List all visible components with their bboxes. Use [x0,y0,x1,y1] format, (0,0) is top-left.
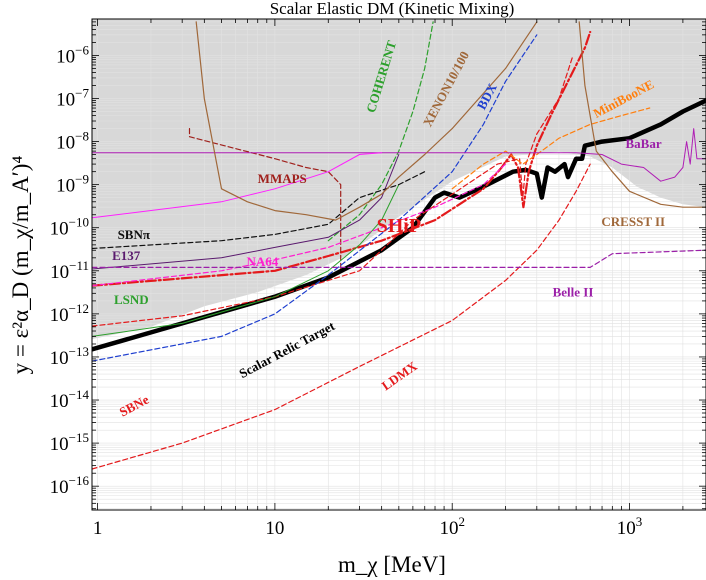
annotation-ship: SHiP [377,215,421,237]
series-line-mmaps [188,128,342,272]
y-tick-label: 10−9 [56,172,89,197]
series-line-bdx [92,34,538,362]
y-tick-label: 10−11 [50,258,89,283]
annotation-e137: E137 [112,248,141,263]
x-axis-label: m_χ [MeV] [338,552,446,577]
y-tick-label: 10−13 [50,344,89,369]
annotation-belle-ii: Belle II [553,285,594,300]
y-tick-label: 10−6 [56,42,89,67]
annotation-lsnd: LSND [114,292,149,307]
y-tick-labels: 10−16 10−15 10−14 10−13 10−12 10−11 10−10 10−9 1… [50,42,90,498]
y-tick-label: 10−16 [50,473,90,498]
series-line-miniboone [451,107,651,190]
y-tick-label: 10−8 [56,129,89,154]
series-line-lsnd [92,184,400,337]
y-tick-label: 10−7 [56,85,89,110]
series-line-cresst-ii [578,21,706,208]
series-line-belle-ii [92,249,706,268]
chart-title: Scalar Elastic DM (Kinetic Mixing) [270,0,515,18]
series-lines [92,21,706,470]
y-tick-label: 10−10 [50,215,89,240]
x-tick-label: 102 [439,514,465,539]
annotation-na64: NA64 [246,254,278,269]
series-line-e137 [92,154,400,270]
series-line-pink-line [92,152,383,219]
series-line-sbne [92,54,574,327]
y-axis-label: y = ε²α_D (m_χ/m_A′)⁴ [8,156,33,375]
x-tick-label: 10 [265,518,284,539]
annotation-babar: BaBar [625,136,661,151]
annotation-mmaps: MMAPS [258,171,307,186]
y-tick-label: 10−14 [50,387,90,412]
series-line-xenon10-100 [195,21,538,221]
x-tick-label: 1 [93,518,103,539]
series-line-coherent [327,21,434,242]
x-tick-label: 103 [617,514,643,539]
series-line-ldmx [92,163,591,470]
series-line-scalar-relic-target [92,98,706,352]
series-line-sbn [92,171,426,250]
axis-ticks [92,19,706,510]
annotation-sbn: SBNπ [118,227,150,242]
series-line-babar [92,128,706,182]
series-line-na64 [92,163,507,287]
annotation-cresst-ii: CRESST II [601,214,665,229]
x-tick-labels: 1 10 102 103 [93,514,642,539]
y-tick-label: 10−15 [50,430,89,455]
y-tick-label: 10−12 [50,301,89,326]
